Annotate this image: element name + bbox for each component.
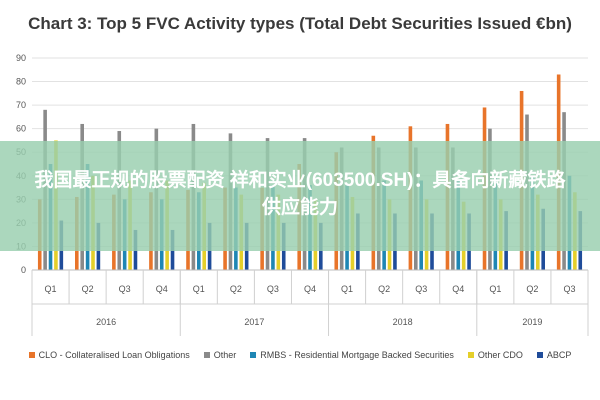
y-tick-label: 90 [16, 53, 26, 63]
x-tick-label: Q1 [45, 284, 57, 294]
x-tick-label: Q3 [267, 284, 279, 294]
x-axis: Q1 Q2 Q3 Q4 Q1 Q2 Q3 Q4 Q1 Q2 Q3 Q4 Q1 Q2 Q3 2016 2017 20… [31, 269, 589, 336]
chart-title: Chart 3: Top 5 FVC Activity types (Total… [28, 14, 572, 33]
x-tick-label: Q2 [526, 284, 538, 294]
x-tick-label: Q3 [119, 284, 131, 294]
x-tick-label: Q2 [82, 284, 94, 294]
legend-swatch [28, 352, 35, 358]
legend-label: ABCP [546, 350, 572, 360]
legend-label: Other CDO [477, 350, 523, 360]
legend-label: Other [213, 350, 237, 360]
legend-item: ABCP [536, 350, 572, 360]
x-tick-label: Q1 [193, 284, 205, 294]
legend-label: CLO - Collateralised Loan Obligations [38, 350, 190, 360]
watermark-overlay-text: 我国最正规的股票配资 祥和实业(603500.SH)：具备向新藏铁路供应能力 [34, 170, 566, 218]
legend-swatch [467, 352, 474, 358]
x-year-label: 2019 [522, 317, 542, 327]
x-tick-label: Q4 [452, 284, 464, 294]
chart-legend: CLO - Collateralised Loan Obligations Oth… [0, 350, 600, 360]
x-tick-label: Q3 [563, 284, 575, 294]
x-year-label: 2018 [393, 317, 413, 327]
legend-swatch [536, 352, 543, 358]
x-tick-label: Q4 [304, 284, 316, 294]
legend-item: CLO - Collateralised Loan Obligations [28, 350, 190, 360]
legend-item: RMBS - Residential Mortgage Backed Secur… [250, 350, 454, 360]
x-year-label: 2017 [244, 317, 264, 327]
legend-swatch [203, 352, 210, 358]
y-tick-label: 0 [21, 265, 26, 275]
x-tick-label: Q2 [378, 284, 390, 294]
x-tick-label: Q2 [230, 284, 242, 294]
x-year-label: 2016 [96, 317, 116, 327]
x-tick-label: Q4 [156, 284, 168, 294]
legend-item: Other [203, 350, 237, 360]
x-tick-label: Q1 [489, 284, 501, 294]
x-tick-label: Q3 [415, 284, 427, 294]
legend-item: Other CDO [467, 350, 523, 360]
y-tick-label: 70 [16, 100, 26, 110]
y-tick-label: 80 [16, 77, 26, 87]
y-tick-label: 60 [16, 124, 26, 134]
legend-swatch [250, 352, 257, 358]
legend-label: RMBS - Residential Mortgage Backed Secur… [260, 350, 454, 360]
watermark-overlay-banner [0, 141, 600, 251]
x-tick-label: Q1 [341, 284, 353, 294]
